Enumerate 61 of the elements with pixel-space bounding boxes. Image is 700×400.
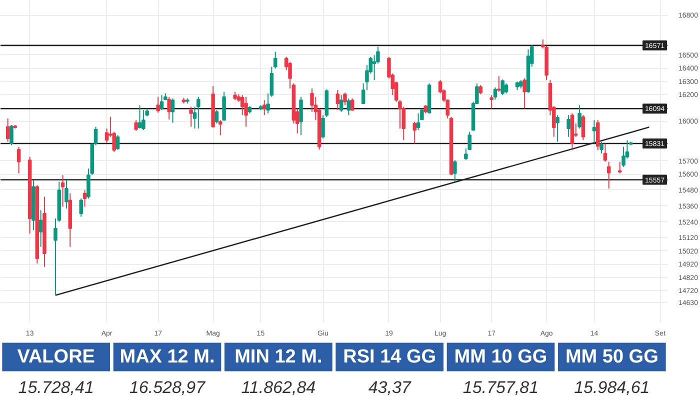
candlestick [478, 84, 482, 95]
candlestick [336, 90, 340, 111]
candlestick [134, 120, 138, 132]
text: VALORE [17, 346, 95, 368]
candlestick [196, 96, 200, 130]
candlestick [497, 76, 501, 92]
candlestick [412, 121, 416, 144]
candlestick [156, 96, 160, 114]
text: 11.862,84 [241, 378, 316, 397]
candlestick [167, 96, 171, 120]
candlestick [222, 91, 226, 122]
candlestick [346, 98, 351, 116]
candlestick [522, 78, 526, 109]
candlestick [618, 161, 622, 174]
candlestick [16, 146, 21, 174]
candlestick [244, 96, 248, 128]
text: 15.757,81 [462, 378, 539, 397]
candlestick [603, 142, 608, 162]
text: MIN 12 M. [234, 346, 322, 368]
candlestick [262, 100, 266, 116]
candlestick [453, 160, 457, 182]
candlestick [138, 104, 142, 130]
candlestick [299, 96, 303, 136]
candlestick [38, 210, 43, 248]
candlestick [10, 124, 14, 146]
candlestick [350, 98, 354, 112]
text: 43,37 [368, 378, 412, 397]
candlestick [504, 82, 508, 94]
text: MM 10 GG [454, 346, 548, 368]
candlestick [273, 51, 278, 69]
candlestick [214, 110, 219, 124]
text: RSI 14 GG [343, 346, 436, 368]
candlestick [606, 161, 611, 190]
candlestick [79, 198, 83, 218]
candlestick [592, 120, 596, 144]
candlestick [60, 174, 65, 208]
candlestick [500, 78, 504, 96]
candlestick [493, 86, 498, 100]
candlestick [416, 112, 420, 131]
candlestick [82, 190, 87, 208]
candlestick [170, 98, 175, 124]
candlestick [64, 180, 68, 210]
candlestick [600, 141, 604, 154]
candlestick [566, 114, 570, 138]
candlestick [189, 106, 193, 128]
candlestick [596, 120, 600, 151]
text: 15.728,41 [18, 378, 94, 397]
candlestick [343, 92, 347, 106]
candlestick [160, 94, 164, 111]
candlestick [490, 94, 494, 109]
candlestick [218, 120, 222, 136]
text: 15.984,61 [574, 378, 650, 397]
text: MAX 12 M. [120, 346, 215, 368]
candlestick [339, 94, 344, 112]
candlestick [6, 118, 10, 142]
text: MM 50 GG [565, 346, 658, 368]
candlestick [556, 114, 560, 142]
candlestick [578, 104, 582, 130]
candlestick [581, 114, 586, 141]
candlestick [116, 134, 120, 151]
text: 16.528,97 [129, 378, 206, 397]
